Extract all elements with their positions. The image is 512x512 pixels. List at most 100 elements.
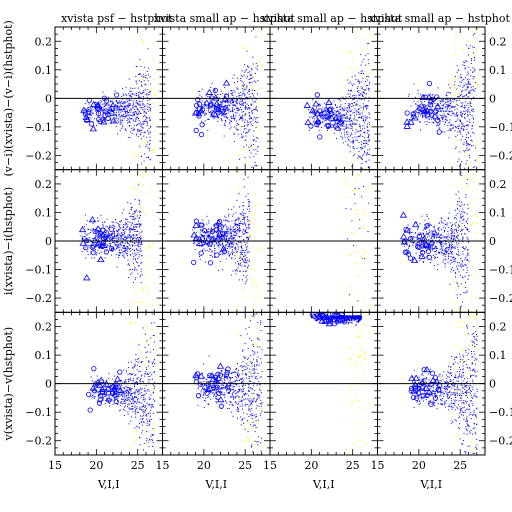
bright-star-marker bbox=[403, 118, 411, 125]
data-point bbox=[439, 123, 441, 125]
data-point bbox=[118, 245, 120, 247]
data-point bbox=[245, 195, 247, 197]
data-point bbox=[455, 214, 457, 216]
data-point bbox=[235, 112, 237, 114]
data-point bbox=[211, 111, 213, 113]
data-point bbox=[347, 127, 349, 129]
data-point bbox=[227, 241, 229, 243]
data-point bbox=[334, 128, 336, 130]
data-point bbox=[226, 231, 228, 233]
data-point bbox=[464, 77, 466, 79]
data-point bbox=[136, 226, 138, 228]
data-point bbox=[328, 112, 330, 114]
data-point bbox=[247, 193, 249, 195]
data-point bbox=[464, 275, 466, 277]
data-point bbox=[358, 188, 360, 190]
data-point bbox=[217, 229, 219, 231]
data-point bbox=[417, 111, 419, 113]
data-point bbox=[141, 274, 143, 276]
data-point bbox=[113, 239, 115, 241]
data-point bbox=[453, 229, 455, 231]
highlight-point bbox=[464, 177, 466, 179]
data-point bbox=[247, 267, 249, 269]
highlight-point bbox=[145, 139, 147, 141]
data-point bbox=[126, 249, 128, 251]
data-point bbox=[227, 99, 229, 101]
data-point bbox=[241, 247, 243, 249]
data-point bbox=[347, 120, 349, 122]
data-point bbox=[369, 117, 371, 119]
data-point bbox=[211, 250, 213, 252]
data-point bbox=[126, 238, 128, 240]
data-point bbox=[236, 103, 238, 105]
data-point bbox=[367, 231, 369, 233]
bright-star-marker bbox=[89, 100, 98, 108]
data-point bbox=[342, 123, 344, 125]
data-point bbox=[230, 99, 232, 101]
data-point bbox=[468, 183, 469, 184]
data-point bbox=[256, 109, 258, 111]
data-point bbox=[213, 108, 215, 110]
data-point bbox=[360, 148, 362, 150]
highlight-point bbox=[475, 161, 478, 163]
data-point bbox=[367, 84, 369, 86]
data-point bbox=[86, 239, 88, 241]
data-point bbox=[367, 144, 369, 146]
data-point bbox=[233, 206, 235, 208]
data-point bbox=[124, 129, 126, 131]
data-point bbox=[251, 110, 253, 112]
data-point bbox=[222, 114, 224, 116]
data-point bbox=[254, 161, 256, 163]
data-point bbox=[140, 250, 142, 252]
data-point bbox=[125, 253, 127, 255]
data-point bbox=[460, 119, 462, 121]
data-point bbox=[455, 239, 457, 241]
data-point bbox=[444, 131, 446, 133]
data-point bbox=[242, 229, 244, 231]
data-point bbox=[121, 212, 123, 214]
data-point bbox=[451, 236, 453, 238]
data-point bbox=[208, 112, 210, 114]
data-point bbox=[152, 406, 154, 408]
data-point bbox=[454, 247, 456, 249]
data-point bbox=[445, 223, 447, 225]
data-point bbox=[117, 244, 119, 246]
data-point bbox=[135, 277, 137, 279]
data-point bbox=[242, 103, 244, 105]
data-point bbox=[417, 116, 419, 118]
highlight-point bbox=[368, 185, 370, 188]
data-point bbox=[454, 245, 456, 247]
data-point bbox=[245, 231, 247, 233]
highlight-point bbox=[135, 291, 137, 293]
highlight-point bbox=[476, 232, 478, 234]
data-point bbox=[218, 242, 220, 244]
data-point bbox=[242, 205, 244, 207]
data-point bbox=[447, 247, 449, 249]
bright-star-marker bbox=[82, 113, 91, 120]
data-point bbox=[129, 239, 131, 241]
data-point bbox=[209, 244, 211, 246]
data-point bbox=[133, 219, 135, 221]
data-point bbox=[213, 228, 215, 230]
data-point bbox=[103, 237, 105, 239]
data-point bbox=[351, 134, 353, 136]
data-point bbox=[472, 71, 474, 73]
data-point bbox=[203, 237, 205, 239]
bright-star-marker bbox=[404, 110, 410, 116]
data-point bbox=[447, 84, 449, 86]
data-point bbox=[467, 241, 469, 243]
data-point bbox=[210, 231, 212, 233]
data-point bbox=[118, 228, 120, 230]
data-point bbox=[457, 285, 459, 287]
data-point bbox=[243, 146, 245, 148]
data-point bbox=[119, 109, 121, 111]
data-point bbox=[245, 144, 247, 146]
data-point bbox=[439, 234, 441, 236]
data-point bbox=[148, 93, 150, 95]
data-point bbox=[462, 265, 464, 267]
data-point bbox=[460, 305, 462, 307]
data-point bbox=[221, 224, 223, 226]
data-point bbox=[225, 232, 227, 234]
data-point bbox=[353, 123, 355, 125]
data-point bbox=[106, 111, 108, 113]
